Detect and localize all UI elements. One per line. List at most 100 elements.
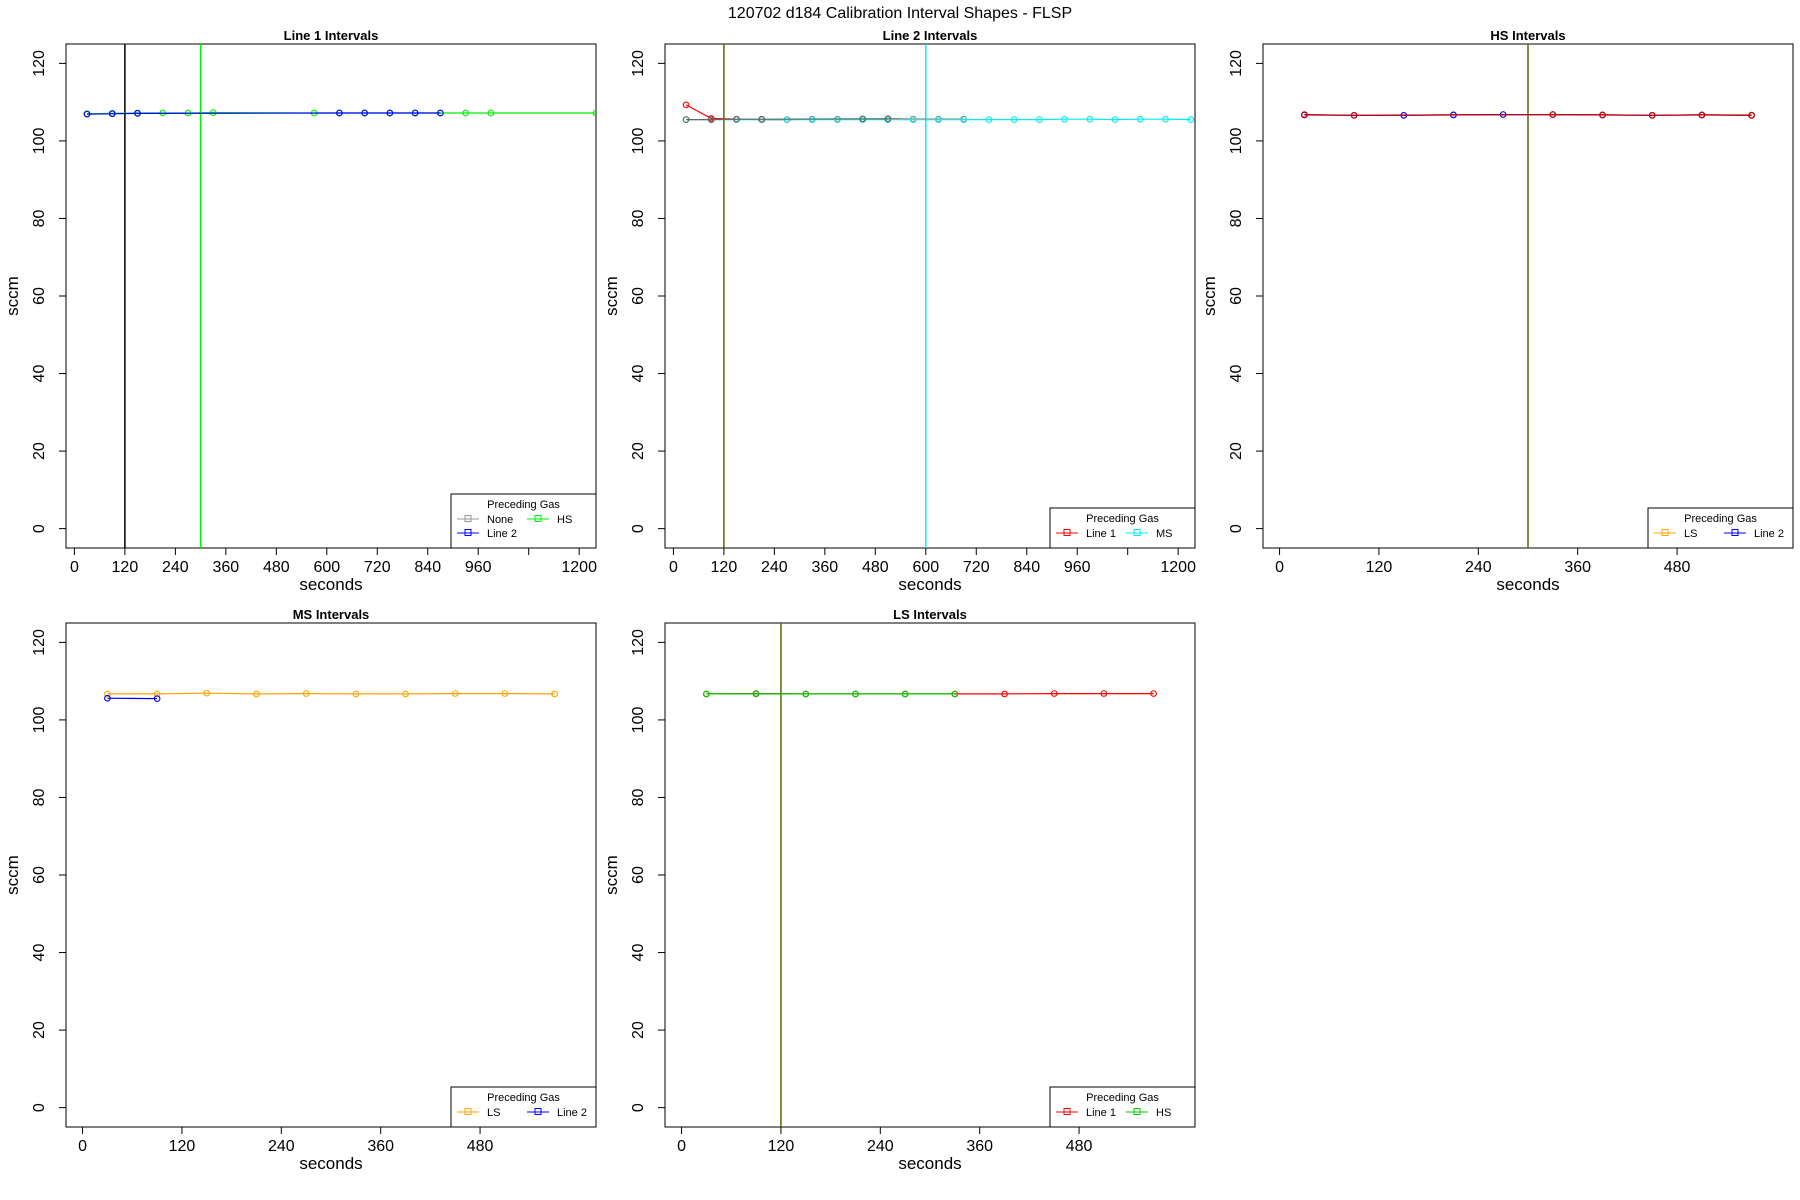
data-point (1111, 116, 1119, 123)
x-tick-label: 0 (669, 559, 678, 576)
data-point (935, 116, 942, 123)
x-axis-label: seconds (898, 1154, 961, 1173)
x-tick-label: 360 (367, 1138, 394, 1155)
data-point (437, 109, 444, 117)
legend-entry-hs: HS (527, 514, 572, 526)
x-tick-label: 840 (1013, 559, 1040, 576)
legend: Preceding Gas LS Line 2 (450, 1086, 597, 1128)
data-point (852, 690, 859, 698)
data-point (909, 116, 917, 123)
legend-marker (464, 529, 472, 536)
data-point (1050, 690, 1058, 697)
data-point (1010, 116, 1018, 123)
x-tick-label: 360 (1564, 559, 1591, 576)
y-tick-label: 20 (31, 442, 48, 460)
y-tick-label: 60 (1228, 287, 1245, 305)
x-tick-label: 1200 (1160, 559, 1196, 576)
panel-title: Line 2 Intervals (883, 28, 978, 43)
x-tick-label: 720 (963, 559, 990, 576)
data-point (1036, 116, 1043, 123)
data-point (1086, 115, 1094, 123)
y-tick-label: 0 (630, 524, 647, 533)
y-tick-label: 100 (31, 127, 48, 154)
x-tick-label: 120 (1366, 559, 1393, 576)
y-axis-label: sccm (3, 276, 22, 316)
x-tick-label: 480 (467, 1138, 494, 1155)
series-line-2 (83, 109, 444, 118)
x-tick-label: 600 (912, 559, 939, 576)
x-tick-label: 240 (1465, 559, 1492, 576)
y-tick-label: 80 (630, 788, 647, 806)
x-tick-label: 120 (711, 559, 738, 576)
y-tick-label: 120 (31, 50, 48, 77)
data-point (104, 694, 111, 702)
legend-entry-ls: LS (457, 1107, 500, 1119)
y-tick-label: 0 (31, 1103, 48, 1112)
legend-label: Line 2 (487, 528, 517, 540)
panel-hs-intervals: HS Intervals 0 120 240 360 480 seconds 0 20 40 60 8… (1200, 28, 1794, 594)
y-tick-label: 80 (630, 209, 647, 227)
data-point (1599, 111, 1606, 119)
data-point (1150, 690, 1157, 697)
x-tick-label: 480 (1066, 1138, 1093, 1155)
y-tick-label: 60 (630, 287, 647, 305)
plot-frame (65, 43, 597, 549)
series-line (86, 112, 441, 115)
plot-frame (65, 622, 597, 1128)
data-point (951, 690, 959, 698)
legend-title: Preceding Gas (1684, 513, 1757, 525)
panel-title: MS Intervals (293, 607, 370, 622)
plot-frame (664, 622, 1196, 1128)
y-tick-label: 80 (31, 788, 48, 806)
legend-box (450, 1086, 597, 1128)
series-hs (703, 690, 959, 698)
y-tick-label: 120 (630, 629, 647, 656)
y-tick-label: 80 (1228, 209, 1245, 227)
y-tick-label: 100 (1228, 127, 1245, 154)
legend-label: HS (1156, 1107, 1171, 1119)
series-unnamed-2 (1301, 111, 1755, 119)
legend-entry-line-2: Line 2 (1724, 528, 1784, 540)
legend: Preceding Gas None HS Line 2 (450, 493, 597, 549)
legend-marker (1133, 529, 1141, 536)
y-tick-label: 100 (630, 706, 647, 733)
data-point (153, 690, 161, 698)
data-point (1648, 111, 1656, 119)
data-point (592, 109, 596, 117)
y-tick-label: 20 (630, 442, 647, 460)
legend-marker (464, 515, 472, 522)
x-tick-label: 840 (414, 559, 441, 576)
x-tick-label: 360 (966, 1138, 993, 1155)
legend-title: Preceding Gas (1086, 1092, 1159, 1104)
data-point (703, 690, 710, 698)
data-point (682, 116, 690, 123)
y-tick-label: 40 (31, 365, 48, 383)
data-point (960, 116, 968, 123)
legend: Preceding Gas LS Line 2 (1647, 507, 1794, 549)
x-tick-label: 240 (867, 1138, 894, 1155)
data-point (707, 116, 715, 123)
data-point (802, 690, 810, 698)
figure-title: 120702 d184 Calibration Interval Shapes … (728, 5, 1072, 22)
y-tick-label: 40 (31, 944, 48, 962)
y-axis-label: sccm (1200, 276, 1219, 316)
data-point (302, 690, 310, 697)
y-tick-label: 100 (630, 127, 647, 154)
plot-frame (664, 43, 1196, 549)
panel-ls-intervals: LS Intervals 0 120 240 360 480 seconds 0 20 40 60 8… (602, 607, 1196, 1173)
y-tick-label: 40 (1228, 365, 1245, 383)
legend-label: HS (557, 514, 572, 526)
y-tick-label: 120 (1228, 50, 1245, 77)
legend-marker (534, 1108, 542, 1115)
x-tick-label: 240 (162, 559, 189, 576)
y-tick-label: 60 (31, 287, 48, 305)
legend-title: Preceding Gas (487, 499, 560, 511)
y-tick-label: 0 (1228, 524, 1245, 533)
legend-marker (1063, 529, 1071, 536)
legend-entry-line-1: Line 1 (1056, 1107, 1116, 1119)
legend: Preceding Gas Line 1 HS (1049, 1086, 1196, 1128)
x-tick-label: 360 (811, 559, 838, 576)
data-point (108, 110, 116, 118)
data-point (203, 689, 211, 697)
series-unnamed-2 (682, 115, 892, 123)
